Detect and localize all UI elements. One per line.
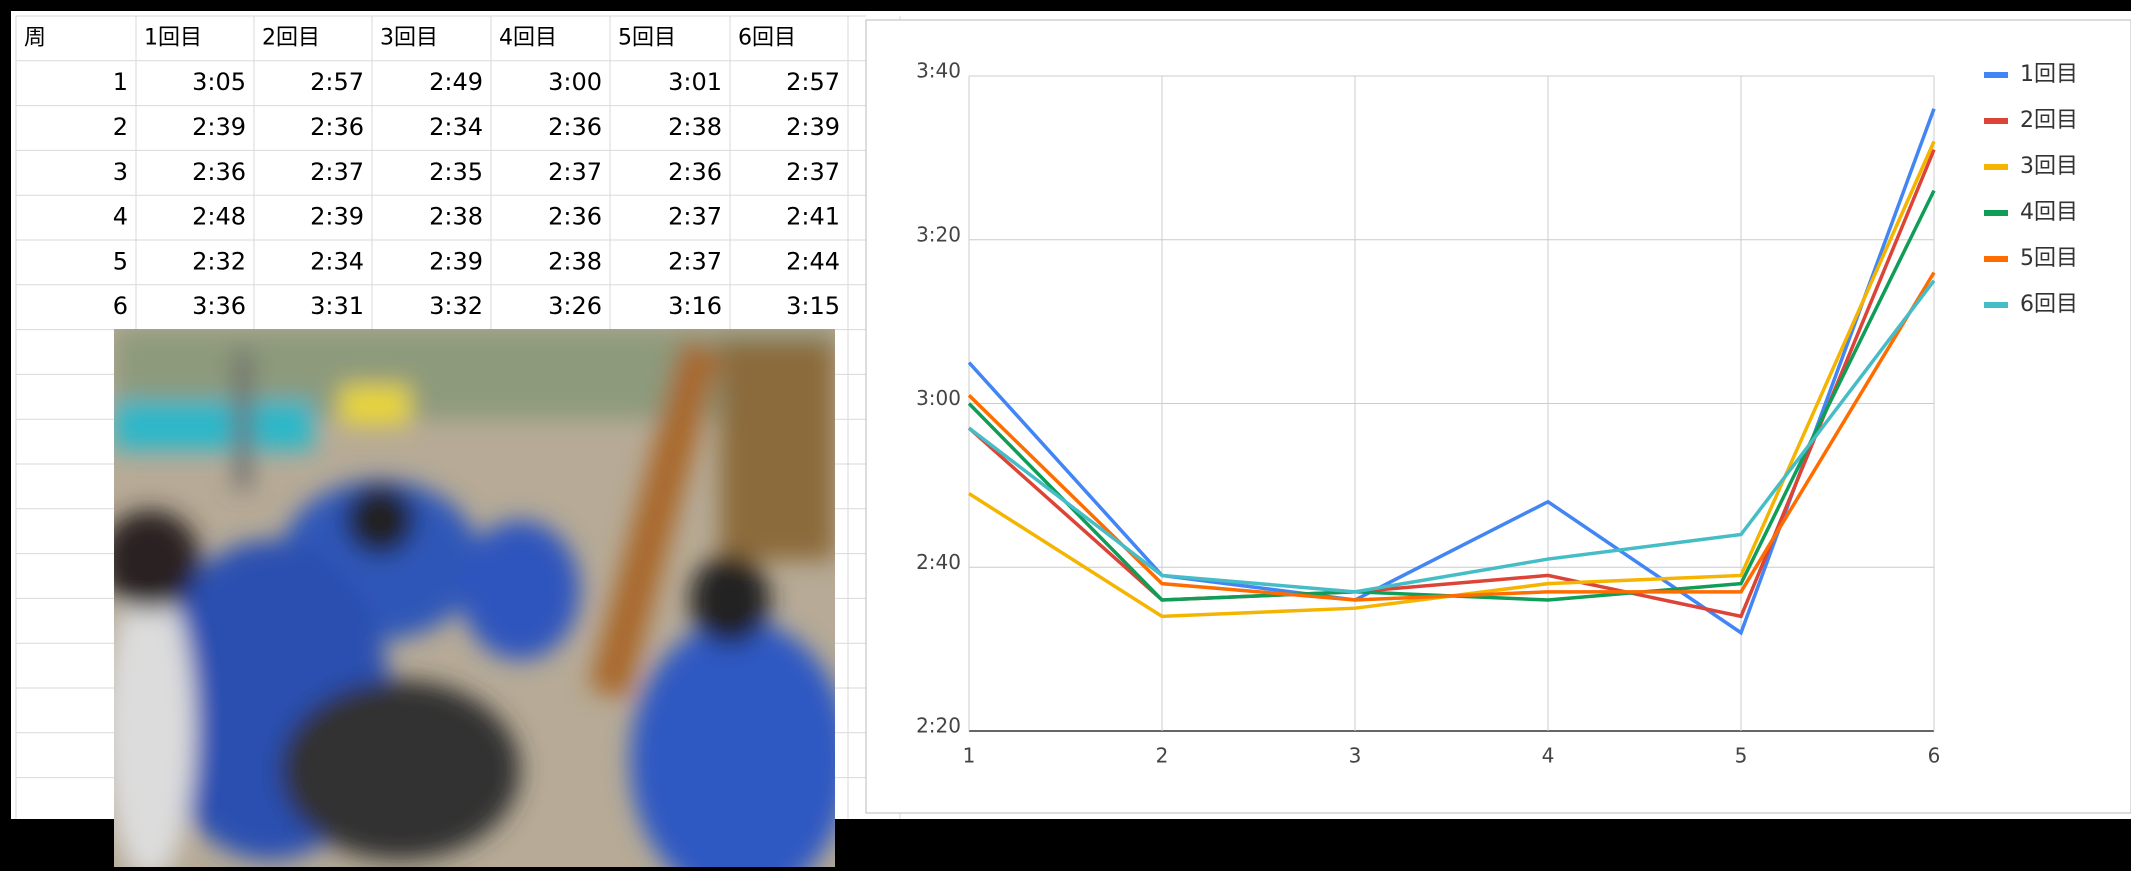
cell: 2:35 — [429, 158, 483, 186]
cell: 2:41 — [786, 203, 840, 231]
cell: 3 — [113, 158, 128, 186]
cell: 1 — [113, 68, 128, 96]
chart: 2:20 2:40 3:00 3:20 3:40 1 2 3 4 5 6 1回目 2回目 3回目 4回目 5回… — [916, 59, 2078, 768]
legend-label: 2回目 — [2020, 108, 2078, 133]
cell: 2:34 — [310, 247, 364, 275]
y-tick-label: 3:40 — [916, 59, 961, 83]
photo — [114, 329, 835, 867]
cell: 2 — [113, 113, 128, 141]
cell: 2:36 — [192, 158, 246, 186]
cell: 6 — [113, 292, 128, 320]
chart-panel — [865, 19, 2131, 814]
cell: 2:37 — [548, 158, 602, 186]
cell: 3:05 — [192, 68, 246, 96]
cell: 2:36 — [548, 203, 602, 231]
legend-label: 3回目 — [2020, 154, 2078, 179]
cell: 3:31 — [310, 292, 364, 320]
column-header: 5回目 — [618, 25, 676, 50]
y-tick-label: 3:20 — [916, 222, 961, 246]
cell: 3:01 — [668, 68, 722, 96]
cell: 2:44 — [786, 247, 840, 275]
cell: 2:39 — [310, 203, 364, 231]
y-tick-label: 2:40 — [916, 550, 961, 574]
x-tick-label: 4 — [1542, 744, 1555, 768]
cell: 2:49 — [429, 68, 483, 96]
x-tick-label: 5 — [1735, 744, 1748, 768]
series-line — [967, 279, 1936, 594]
x-tick-label: 6 — [1928, 744, 1941, 768]
cell: 2:36 — [668, 158, 722, 186]
cell: 3:26 — [548, 292, 602, 320]
cell: 2:37 — [668, 247, 722, 275]
cell: 2:38 — [548, 247, 602, 275]
column-header: 3回目 — [380, 25, 438, 50]
cell: 3:15 — [786, 292, 840, 320]
cell: 2:39 — [192, 113, 246, 141]
cell: 3:00 — [548, 68, 602, 96]
column-header: 2回目 — [262, 25, 320, 50]
cell: 4 — [113, 203, 128, 231]
cell: 2:37 — [310, 158, 364, 186]
cell: 2:39 — [786, 113, 840, 141]
cell: 2:48 — [192, 203, 246, 231]
cell: 2:36 — [310, 113, 364, 141]
series-line — [967, 108, 1936, 636]
column-header: 周 — [24, 25, 46, 50]
legend-label: 4回目 — [2020, 200, 2078, 225]
column-header: 6回目 — [738, 25, 796, 50]
cell: 2:36 — [548, 113, 602, 141]
cell: 2:37 — [668, 203, 722, 231]
x-tick-label: 1 — [963, 744, 976, 768]
cell: 2:38 — [668, 113, 722, 141]
cell: 2:57 — [310, 68, 364, 96]
cell: 3:36 — [192, 292, 246, 320]
cell: 2:39 — [429, 247, 483, 275]
cell: 2:38 — [429, 203, 483, 231]
column-header: 1回目 — [144, 25, 202, 50]
cell: 2:34 — [429, 113, 483, 141]
cell: 2:32 — [192, 247, 246, 275]
cell: 2:37 — [786, 158, 840, 186]
legend-label: 6回目 — [2020, 292, 2078, 317]
cell: 5 — [113, 247, 128, 275]
cell: 3:16 — [668, 292, 722, 320]
legend-label: 1回目 — [2020, 62, 2078, 87]
column-header: 4回目 — [499, 25, 557, 50]
legend-label: 5回目 — [2020, 246, 2078, 271]
y-tick-label: 2:20 — [916, 714, 961, 738]
cell: 2:57 — [786, 68, 840, 96]
x-tick-label: 2 — [1156, 744, 1169, 768]
y-tick-label: 3:00 — [916, 386, 961, 410]
cell: 3:32 — [429, 292, 483, 320]
x-tick-label: 3 — [1349, 744, 1362, 768]
